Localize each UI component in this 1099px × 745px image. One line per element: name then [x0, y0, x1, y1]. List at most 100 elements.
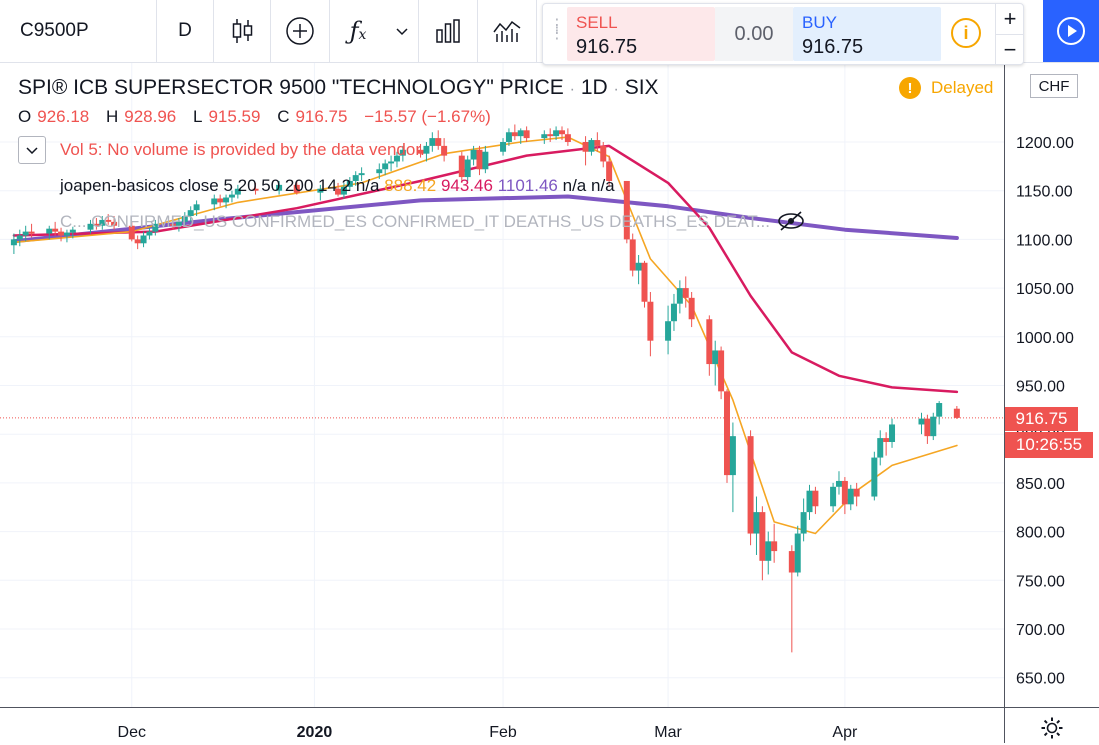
- candle: [511, 124, 518, 141]
- candle: [217, 194, 224, 207]
- buy-button[interactable]: BUY 916.75: [793, 7, 941, 61]
- candle: [276, 180, 283, 195]
- candle: [441, 138, 448, 162]
- info-icon[interactable]: i: [951, 18, 981, 48]
- candle-body: [505, 132, 512, 142]
- delayed-badge[interactable]: ! Delayed: [899, 77, 993, 99]
- candle: [140, 231, 147, 248]
- candle: [936, 401, 943, 425]
- candle: [382, 159, 389, 176]
- buy-price: 916.75: [802, 36, 864, 58]
- candle: [128, 221, 135, 242]
- candle: [505, 128, 512, 146]
- candle: [918, 412, 925, 435]
- hidden-eye-icon[interactable]: [776, 209, 806, 238]
- candle-body: [670, 303, 677, 322]
- candle: [358, 167, 365, 181]
- close-value: 916.75: [295, 107, 348, 126]
- candle: [52, 221, 59, 236]
- candle: [340, 182, 347, 199]
- candle: [500, 138, 507, 156]
- compare-button[interactable]: [271, 0, 329, 62]
- candle-body: [953, 408, 960, 418]
- top-toolbar: C9500P D ƒx ⋮ ⋮ SELL 916.75 0.00 BUY 916.…: [0, 0, 1099, 65]
- ma20-line: [12, 144, 959, 394]
- candle: [228, 190, 235, 203]
- quantity-plus-button[interactable]: +: [1003, 6, 1017, 31]
- candle: [193, 200, 200, 217]
- y-tick-label: 750.00: [1016, 573, 1065, 590]
- indicator-value: n/a: [591, 176, 615, 195]
- toolbar-divider: [329, 0, 330, 62]
- candle-body: [606, 161, 613, 181]
- toolbar-divider: [270, 0, 271, 62]
- currency-label[interactable]: CHF: [1030, 74, 1078, 98]
- info-glyph: i: [963, 22, 969, 43]
- chart-style-button[interactable]: [214, 0, 270, 62]
- drag-handle-icon[interactable]: ⋮ ⋮: [549, 17, 565, 42]
- ohlc-values: O 926.18 H 928.96 L 915.59 C 916.75 −15.57 (…: [18, 107, 497, 127]
- spread-value: 0.00: [715, 7, 793, 61]
- financials-button[interactable]: [419, 0, 477, 62]
- candle-body: [293, 184, 300, 193]
- candle-body: [417, 149, 424, 154]
- candle: [458, 151, 465, 183]
- settings-gear-icon[interactable]: [1040, 716, 1064, 745]
- quantity-minus-button[interactable]: −: [996, 34, 1024, 65]
- covid-indicator-legend: C... CONFIRMED_US CONFIRMED_ES CONFIRMED…: [60, 212, 771, 231]
- candle: [841, 477, 848, 515]
- candle: [429, 132, 436, 152]
- candle-body: [140, 235, 147, 244]
- candle-body: [105, 219, 112, 222]
- symbol-search[interactable]: C9500P: [0, 0, 156, 62]
- candle: [87, 219, 94, 234]
- candle-body: [582, 142, 589, 152]
- candle-body: [511, 132, 518, 137]
- x-tick-label: 2020: [297, 724, 333, 741]
- candle: [794, 525, 801, 577]
- templates-button[interactable]: [478, 0, 536, 62]
- candle-body: [924, 418, 931, 437]
- candle-body: [252, 188, 259, 191]
- candle-body: [429, 138, 436, 146]
- indicator-value: n/a: [562, 176, 587, 195]
- candle: [953, 405, 960, 420]
- candle-body: [830, 486, 837, 507]
- x-tick-label: Mar: [654, 724, 682, 741]
- chart-title: SPI® ICB SUPERSECTOR 9500 "TECHNOLOGY" P…: [18, 76, 659, 100]
- sell-button[interactable]: SELL 916.75: [567, 7, 715, 61]
- candle-body: [847, 488, 854, 505]
- candle: [729, 422, 736, 513]
- indicators-button[interactable]: ƒx: [330, 0, 386, 62]
- legend-collapse-toggle[interactable]: [18, 136, 46, 164]
- candle-body: [635, 262, 642, 271]
- candle: [623, 180, 630, 244]
- candle-body: [399, 149, 406, 156]
- candle-body: [128, 225, 135, 240]
- candle: [812, 486, 819, 515]
- change-value: −15.57 (−1.67%): [364, 107, 491, 126]
- candle-body: [765, 541, 772, 561]
- candle-body: [435, 138, 442, 146]
- candle-body: [470, 149, 477, 160]
- candle: [335, 182, 342, 197]
- indicators-dropdown[interactable]: [386, 0, 418, 62]
- interval-button[interactable]: D: [157, 0, 213, 62]
- candle: [317, 184, 324, 201]
- candle-body: [629, 239, 636, 271]
- candle-body: [588, 140, 595, 152]
- candle-body: [193, 204, 200, 211]
- candle: [753, 496, 760, 555]
- candle: [376, 163, 383, 180]
- candle-body: [482, 151, 489, 170]
- candle-body: [46, 228, 53, 234]
- y-tick-label: 850.00: [1016, 476, 1065, 493]
- replay-button[interactable]: [1043, 0, 1099, 62]
- candle: [765, 531, 772, 575]
- candle-body: [600, 145, 607, 162]
- candle: [517, 128, 524, 144]
- candle-body: [52, 228, 59, 232]
- candle-body: [753, 512, 760, 534]
- candle: [635, 254, 642, 285]
